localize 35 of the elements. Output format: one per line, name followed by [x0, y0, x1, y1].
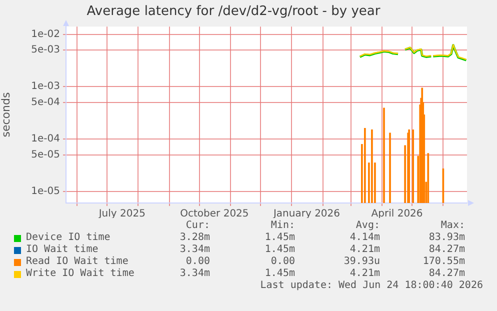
legend-label: Read IO Wait time [26, 256, 128, 268]
text: 3.28m [178, 232, 210, 244]
text: 39.93u [342, 256, 380, 268]
y-tick-label: 5e-05 [31, 149, 60, 160]
text: Max: [440, 220, 465, 232]
text: Min: [270, 220, 295, 232]
y-tick-label: 1e-03 [31, 81, 60, 92]
legend-label: IO Wait time [26, 244, 98, 256]
text: 1.45m [264, 232, 295, 244]
text: 4.14m [348, 232, 380, 244]
y-tick-label: 1e-05 [31, 186, 60, 197]
text: 0.00 [270, 256, 295, 268]
text: 4.21m [348, 244, 380, 256]
text: 170.55m [422, 256, 465, 268]
text: 84.27m [428, 244, 465, 256]
legend-label: Device IO time [26, 232, 110, 244]
text: 0.00 [184, 256, 210, 268]
y-tick-label: 5e-04 [31, 96, 60, 108]
y-tick-label: 5e-03 [31, 44, 60, 56]
text: Last update: Wed Jun 24 18:00:40 2026 [259, 280, 483, 292]
text: Cur: [184, 220, 210, 232]
text: 83.93m [428, 232, 465, 244]
y-tick-label: 1e-02 [31, 28, 60, 40]
text: 4.21m [348, 268, 380, 280]
x-tick-label: October 2025 [180, 208, 249, 220]
chart-title: Average latency for /dev/d2-vg/root - by year [86, 4, 381, 20]
text: Avg: [354, 220, 380, 232]
y-tick-label: 1e-04 [31, 134, 60, 145]
legend-label: Write IO Wait time [26, 268, 134, 280]
text: 84.27m [428, 268, 465, 280]
text: 1.45m [264, 244, 295, 256]
text: 3.34m [178, 268, 210, 280]
text: 3.34m [178, 244, 210, 256]
text: 1.45m [264, 268, 295, 280]
y-axis-title: seconds [0, 92, 12, 138]
